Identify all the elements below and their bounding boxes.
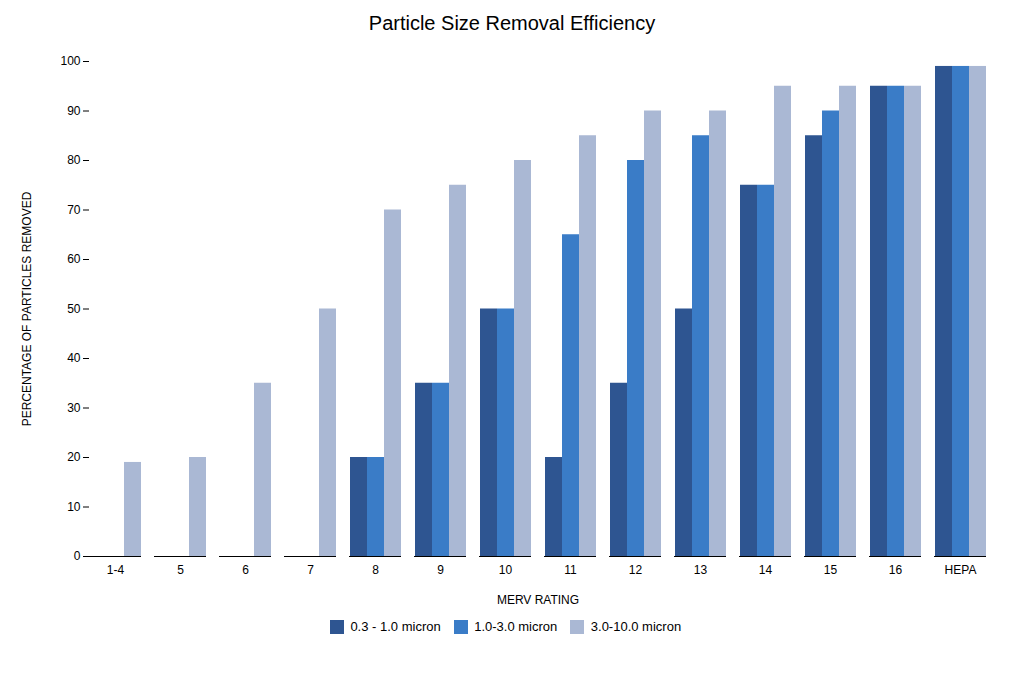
svg-text:12: 12 xyxy=(629,563,643,577)
svg-text:30: 30 xyxy=(67,401,81,415)
svg-text:7: 7 xyxy=(307,563,314,577)
html-text:1.0-3.0 micron: 1.0-3.0 micron xyxy=(474,619,558,634)
svg-text:HEPA: HEPA xyxy=(945,563,977,577)
svg-text:1-4: 1-4 xyxy=(107,563,125,577)
html-text:0.3 - 1.0 micron: 0.3 - 1.0 micron xyxy=(350,619,441,634)
svg-text:16: 16 xyxy=(889,563,903,577)
svg-text:5: 5 xyxy=(177,563,184,577)
svg-text:13: 13 xyxy=(694,563,708,577)
svg-text:0: 0 xyxy=(74,549,81,563)
svg-text:10: 10 xyxy=(67,500,81,514)
svg-text:40: 40 xyxy=(67,351,81,365)
svg-text:MERV RATING: MERV RATING xyxy=(497,593,579,607)
svg-text:90: 90 xyxy=(67,104,81,118)
svg-text:10: 10 xyxy=(499,563,513,577)
svg-text:20: 20 xyxy=(67,450,81,464)
html-text:3.0-10.0 micron: 3.0-10.0 micron xyxy=(590,619,682,634)
svg-text:6: 6 xyxy=(242,563,249,577)
svg-text:9: 9 xyxy=(437,563,444,577)
svg-text:15: 15 xyxy=(824,563,838,577)
svg-text:80: 80 xyxy=(67,153,81,167)
svg-text:100: 100 xyxy=(60,54,80,68)
svg-text:PERCENTAGE OF PARTICLES REMOVE: PERCENTAGE OF PARTICLES REMOVED xyxy=(20,191,34,426)
svg-text:70: 70 xyxy=(67,203,81,217)
svg-text:60: 60 xyxy=(67,252,81,266)
html-text:Particle Size Removal Efficien: Particle Size Removal Efficiency xyxy=(368,12,656,34)
svg-text:11: 11 xyxy=(564,563,577,577)
svg-text:14: 14 xyxy=(759,563,773,577)
svg-text:50: 50 xyxy=(67,302,81,316)
svg-text:8: 8 xyxy=(372,563,379,577)
